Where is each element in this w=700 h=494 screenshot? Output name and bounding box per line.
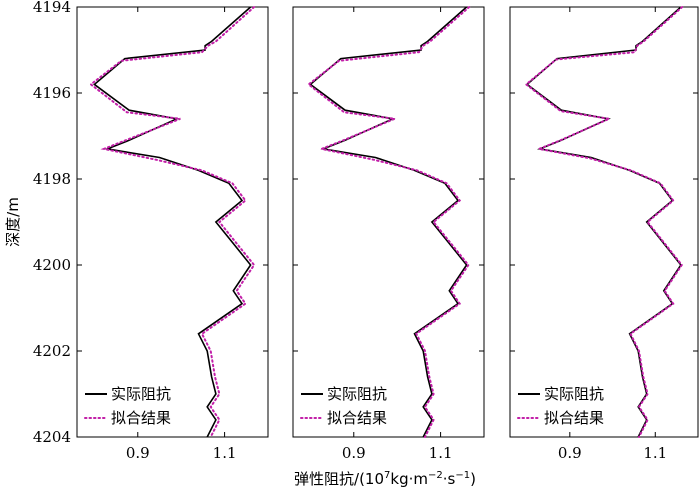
x-tick-label: 0.9: [558, 444, 582, 462]
legend-label: 实际阻抗: [111, 385, 171, 403]
legend-label: 拟合结果: [544, 409, 604, 427]
y-tick-label: 4204: [33, 428, 71, 446]
y-tick-label: 4202: [33, 342, 71, 360]
panel-frame: [292, 6, 485, 438]
x-axis-label-prefix: 弹性阻抗/(10: [294, 470, 384, 488]
fit-result-line: [524, 6, 684, 438]
x-axis-label-exponent: 7: [384, 470, 390, 481]
y-tick-label: 4198: [33, 170, 71, 188]
actual-impedance-line: [93, 6, 252, 438]
actual-impedance-line: [525, 6, 682, 438]
x-axis-label-units-exp1: −2: [428, 470, 443, 481]
y-tick-label: 4194: [33, 0, 71, 16]
y-tick-label: 4200: [33, 256, 71, 274]
legend-label: 实际阻抗: [327, 385, 387, 403]
x-axis-label-units: kg·m: [390, 470, 428, 488]
y-tick-label: 4196: [33, 84, 71, 102]
x-tick-label: 1.1: [429, 444, 453, 462]
x-tick-label: 1.1: [213, 444, 237, 462]
x-axis-label-units-mid: ·s: [443, 470, 456, 488]
fit-result-line: [89, 6, 256, 438]
actual-impedance-line: [309, 6, 468, 438]
panel-frame: [76, 6, 269, 438]
x-axis-label-suffix: ): [470, 470, 476, 488]
x-tick-label: 0.9: [342, 444, 366, 462]
legend-label: 拟合结果: [111, 409, 171, 427]
panel-frame: [509, 6, 699, 438]
x-tick-label: 1.1: [643, 444, 667, 462]
x-tick-label: 0.9: [126, 444, 150, 462]
legend-label: 拟合结果: [327, 409, 387, 427]
legend-label: 实际阻抗: [544, 385, 604, 403]
x-axis-label: 弹性阻抗/(107kg·m−2·s−1): [294, 470, 476, 488]
y-axis-label: 深度/m: [4, 197, 22, 247]
fit-result-line: [306, 6, 471, 438]
x-axis-label-units-exp2: −1: [455, 470, 470, 481]
